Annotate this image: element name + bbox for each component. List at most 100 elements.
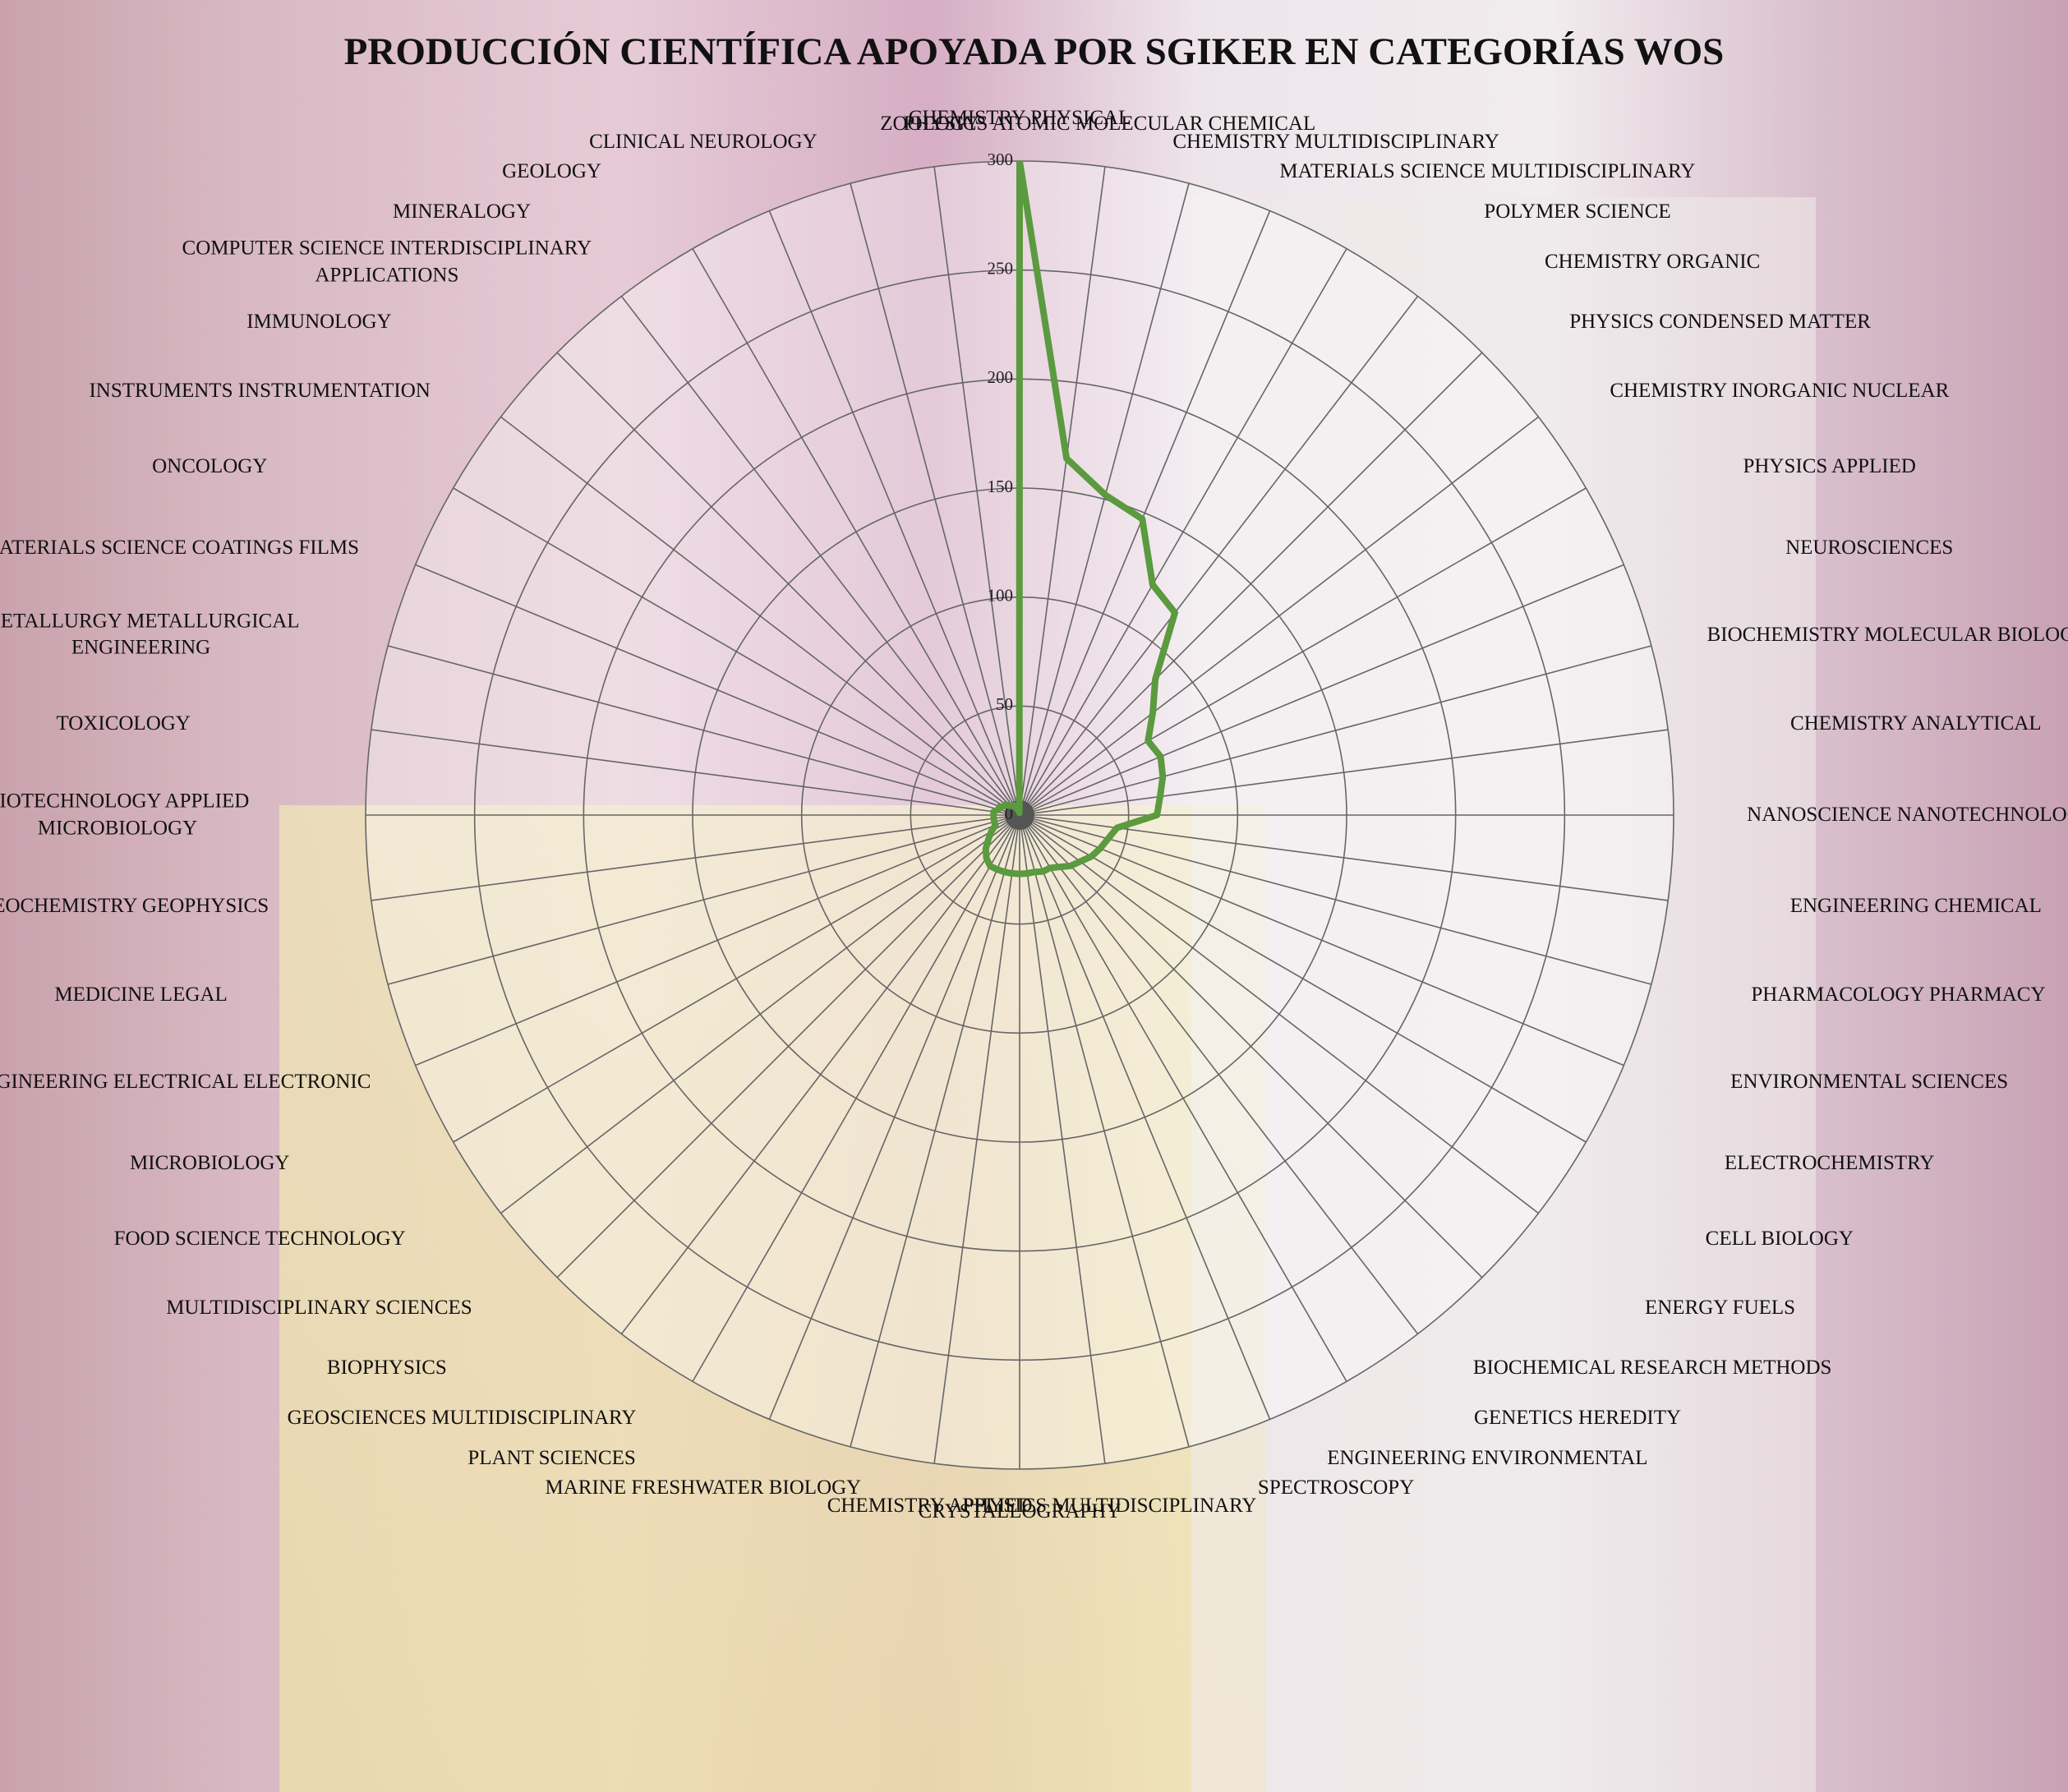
spoke bbox=[1019, 182, 1190, 816]
spoke bbox=[850, 182, 1020, 816]
background-shape bbox=[1191, 197, 1816, 1792]
category-label: PHYSICS CONDENSED MATTER bbox=[1569, 311, 1871, 334]
spoke bbox=[1019, 814, 1347, 1382]
category-label: GENETICS HEREDITY bbox=[1473, 1407, 1682, 1430]
spoke bbox=[620, 296, 1020, 816]
spoke bbox=[387, 814, 1020, 985]
category-label: BIOCHEMICAL RESEARCH METHODS bbox=[1472, 1356, 1832, 1379]
r-tick-label: 50 bbox=[996, 694, 1013, 714]
category-label: NEUROSCIENCES bbox=[1785, 537, 1954, 560]
category-label: CHEMISTRY INORGANIC NUCLEAR bbox=[1610, 379, 1950, 402]
category-label: BIOPHYSICS bbox=[326, 1356, 447, 1379]
r-tick-label: 200 bbox=[988, 367, 1014, 387]
r-tick-label: 0 bbox=[1005, 804, 1014, 823]
spoke bbox=[371, 729, 1020, 816]
category-label: IMMUNOLOGY bbox=[246, 311, 392, 334]
category-label: TOXICOLOGY bbox=[56, 712, 191, 735]
spoke bbox=[556, 814, 1020, 1278]
spoke bbox=[1019, 814, 1539, 1214]
category-label: MEDICINE LEGAL bbox=[54, 984, 228, 1007]
category-label: CHEMISTRY ORGANIC bbox=[1544, 250, 1761, 273]
spoke bbox=[1019, 814, 1190, 1448]
category-label: ELECTROCHEMISTRY bbox=[1724, 1151, 1935, 1174]
spoke bbox=[1019, 296, 1419, 816]
spoke bbox=[1019, 166, 1106, 816]
spoke bbox=[453, 814, 1020, 1143]
category-label: BIOTECHNOLOGY APPLIED MICROBIOLOGY bbox=[0, 790, 250, 840]
r-tick-label: 300 bbox=[988, 150, 1014, 169]
category-label: ENVIRONMENTAL SCIENCES bbox=[1730, 1070, 2009, 1093]
spoke bbox=[500, 814, 1020, 1214]
r-tick-label: 100 bbox=[988, 585, 1014, 605]
category-label: INSTRUMENTS INSTRUMENTATION bbox=[89, 379, 431, 402]
spoke bbox=[1019, 814, 1271, 1420]
category-label: CHEMISTRY MULTIDISCIPLINARY bbox=[1172, 130, 1499, 153]
spoke bbox=[850, 814, 1020, 1448]
category-label: COMPUTER SCIENCE INTERDISCIPLINARY APPLI… bbox=[182, 237, 592, 287]
spoke bbox=[1019, 352, 1483, 816]
spoke bbox=[768, 814, 1020, 1420]
category-label: PHYSICS MULTIDISCIPLINARY bbox=[962, 1494, 1257, 1517]
category-label: CRYSTALLOGRAPHY bbox=[918, 1499, 1122, 1523]
category-label: PHYSICS APPLIED bbox=[1743, 454, 1916, 477]
category-label: GEOLOGY bbox=[502, 159, 601, 182]
spoke bbox=[371, 814, 1020, 901]
category-label: ONCOLOGY bbox=[152, 454, 268, 477]
spoke bbox=[1019, 248, 1347, 816]
spoke bbox=[620, 814, 1020, 1334]
category-label: CHEMISTRY PHYSICAL bbox=[908, 106, 1131, 129]
category-label: FOOD SCIENCE TECHNOLOGY bbox=[113, 1227, 406, 1250]
spoke bbox=[1019, 814, 1106, 1464]
category-label: GEOCHEMISTRY GEOPHYSICS bbox=[0, 894, 269, 917]
spoke bbox=[1019, 416, 1539, 816]
category-label: CHEMISTRY APPLIED bbox=[827, 1494, 1033, 1517]
category-label: CHEMISTRY ANALYTICAL bbox=[1790, 712, 2042, 735]
series-line bbox=[982, 160, 1178, 878]
category-label: PLANT SCIENCES bbox=[467, 1447, 636, 1470]
category-label: MATERIALS SCIENCE MULTIDISCIPLINARY bbox=[1279, 159, 1696, 182]
category-label: BIOCHEMISTRY MOLECULAR BIOLOGY bbox=[1706, 623, 2068, 646]
chart-title: PRODUCCIÓN CIENTÍFICA APOYADA POR SGIKER… bbox=[343, 30, 1725, 73]
spoke bbox=[1019, 814, 1587, 1143]
r-tick-label: 250 bbox=[988, 258, 1014, 278]
category-label: MATERIALS SCIENCE COATINGS FILMS bbox=[0, 537, 360, 560]
category-label: ENGINEERING CHEMICAL bbox=[1789, 894, 2042, 917]
category-label: CLINICAL NEUROLOGY bbox=[589, 130, 818, 153]
spoke bbox=[933, 814, 1020, 1464]
category-label: ENERGY FUELS bbox=[1644, 1296, 1796, 1319]
spoke bbox=[1019, 814, 1483, 1278]
spoke bbox=[415, 814, 1020, 1066]
spoke bbox=[1019, 814, 1419, 1334]
spoke bbox=[1019, 814, 1669, 901]
spoke bbox=[933, 166, 1020, 816]
spoke bbox=[1019, 729, 1669, 816]
category-label: ENGINEERING ENVIRONMENTAL bbox=[1327, 1447, 1648, 1470]
spoke bbox=[1019, 645, 1652, 816]
category-label: ZOOLOGY bbox=[880, 113, 980, 135]
category-label: MICROBIOLOGY bbox=[130, 1151, 290, 1174]
category-label: CELL BIOLOGY bbox=[1705, 1227, 1854, 1250]
category-label: NANOSCIENCE NANOTECHNOLOGY bbox=[1747, 803, 2068, 826]
spoke bbox=[556, 352, 1020, 816]
spoke bbox=[768, 210, 1020, 816]
spoke bbox=[1019, 814, 1624, 1066]
category-label: GEOSCIENCES MULTIDISCIPLINARY bbox=[287, 1407, 637, 1430]
spoke bbox=[1019, 210, 1271, 816]
category-label: MARINE FRESHWATER BIOLOGY bbox=[545, 1476, 862, 1499]
spoke bbox=[692, 814, 1020, 1382]
category-label: PHYSICS ATOMIC MOLECULAR CHEMICAL bbox=[903, 113, 1316, 135]
spoke bbox=[415, 564, 1020, 816]
spoke bbox=[500, 416, 1020, 816]
spoke bbox=[1019, 814, 1652, 985]
category-label: PHARMACOLOGY PHARMACY bbox=[1751, 984, 2046, 1007]
spoke bbox=[453, 487, 1020, 816]
category-label: MINERALOGY bbox=[392, 200, 532, 223]
category-label: ENGINEERING ELECTRICAL ELECTRONIC bbox=[0, 1070, 371, 1093]
spoke bbox=[1019, 487, 1587, 816]
spoke bbox=[1019, 564, 1624, 816]
category-label: POLYMER SCIENCE bbox=[1484, 200, 1671, 223]
r-tick-label: 150 bbox=[988, 477, 1014, 496]
spoke bbox=[387, 645, 1020, 816]
